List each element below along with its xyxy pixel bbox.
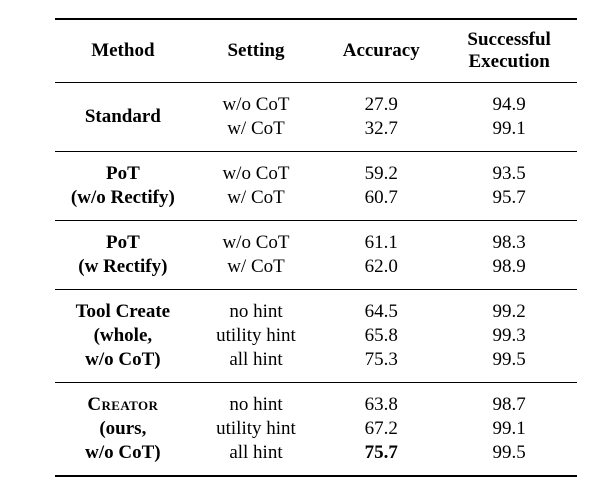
table-row: all hint 75.7 99.5 (55, 441, 577, 476)
header-method: Method (55, 19, 191, 83)
group-pot-wo-rectify: PoT (w/o Rectify) w/o CoT 59.2 93.5 w/ C… (55, 151, 577, 221)
setting-cell: no hint (229, 301, 283, 322)
execution-cell: 99.3 (492, 325, 526, 346)
group-standard: Standard w/o CoT 27.9 94.9 w/ CoT 32.7 9… (55, 82, 577, 152)
table-row: Creator (ours, w/o CoT) no hint 63.8 98.… (55, 383, 577, 463)
method-line: Creator (87, 394, 159, 415)
group-creator: Creator (ours, w/o CoT) no hint 63.8 98.… (55, 382, 577, 477)
table-header: Method Setting Accuracy Successful Execu… (55, 19, 577, 83)
setting-cell: w/ CoT (227, 118, 285, 139)
method-line: (w/o Rectify) (70, 187, 175, 208)
table-row: w/ CoT 32.7 99.1 (55, 117, 577, 152)
execution-cell: 99.1 (492, 418, 526, 439)
results-table: Method Setting Accuracy Successful Execu… (55, 18, 577, 477)
accuracy-cell: 60.7 (364, 187, 398, 208)
method-line: PoT (105, 232, 140, 253)
accuracy-cell: 59.2 (364, 163, 398, 184)
setting-cell: w/o CoT (222, 232, 290, 253)
header-execution: Successful Execution (441, 19, 577, 83)
execution-cell: 99.1 (492, 118, 526, 139)
method-cell: PoT (w/o Rectify) (55, 152, 191, 221)
execution-cell: 99.2 (492, 301, 526, 322)
table-row: PoT (w Rectify) w/o CoT 61.1 98.3 (55, 221, 577, 277)
execution-cell: 94.9 (492, 94, 526, 115)
execution-cell: 99.5 (492, 442, 526, 463)
table-row: Tool Create (whole, w/o CoT) no hint 64.… (55, 290, 577, 370)
execution-cell: 98.9 (492, 256, 526, 277)
table-row: Standard w/o CoT 27.9 94.9 (55, 83, 577, 127)
method-line: w/o CoT) (85, 442, 161, 463)
accuracy-cell: 61.1 (364, 232, 398, 253)
execution-cell: 98.7 (492, 394, 526, 415)
method-cell: Creator (ours, w/o CoT) (55, 383, 191, 477)
table-row: PoT (w/o Rectify) w/o CoT 59.2 93.5 (55, 152, 577, 208)
header-accuracy: Accuracy (321, 19, 442, 83)
accuracy-cell: 75.3 (364, 349, 398, 370)
setting-cell: w/o CoT (222, 163, 290, 184)
table-row: utility hint 65.8 99.3 (55, 324, 577, 348)
table-row: w/ CoT 62.0 98.9 (55, 255, 577, 290)
table-row: all hint 75.3 99.5 (55, 348, 577, 383)
execution-cell: 99.5 (492, 349, 526, 370)
method-line: Standard (84, 106, 161, 127)
results-table-wrapper: Method Setting Accuracy Successful Execu… (55, 18, 577, 477)
setting-cell: all hint (229, 349, 283, 370)
setting-cell: w/ CoT (227, 187, 285, 208)
accuracy-cell: 32.7 (364, 118, 398, 139)
setting-cell: all hint (229, 442, 283, 463)
method-line: w/o CoT) (85, 349, 161, 370)
setting-cell: w/ CoT (227, 256, 285, 277)
method-line: (ours, (99, 418, 147, 439)
method-line: (whole, (93, 325, 153, 346)
setting-cell: utility hint (216, 418, 296, 439)
accuracy-cell: 63.8 (364, 394, 398, 415)
setting-cell: w/o CoT (222, 94, 290, 115)
accuracy-cell: 62.0 (364, 256, 398, 277)
method-cell: Tool Create (whole, w/o CoT) (55, 290, 191, 383)
method-cell: PoT (w Rectify) (55, 221, 191, 290)
execution-cell: 95.7 (492, 187, 526, 208)
execution-cell: 93.5 (492, 163, 526, 184)
header-setting: Setting (190, 19, 322, 83)
method-cell: Standard (55, 83, 191, 152)
method-line: Tool Create (75, 301, 171, 322)
accuracy-cell: 27.9 (364, 94, 398, 115)
setting-cell: utility hint (216, 325, 296, 346)
table-row: utility hint 67.2 99.1 (55, 417, 577, 441)
accuracy-cell: 67.2 (364, 418, 398, 439)
header-row: Method Setting Accuracy Successful Execu… (55, 19, 577, 83)
setting-cell: no hint (229, 394, 283, 415)
accuracy-cell-best: 75.7 (364, 442, 398, 463)
accuracy-cell: 64.5 (364, 301, 398, 322)
group-tool-create: Tool Create (whole, w/o CoT) no hint 64.… (55, 289, 577, 383)
table-row: w/ CoT 60.7 95.7 (55, 186, 577, 221)
group-pot-w-rectify: PoT (w Rectify) w/o CoT 61.1 98.3 w/ CoT… (55, 220, 577, 290)
method-line: (w Rectify) (78, 256, 168, 277)
accuracy-cell: 65.8 (364, 325, 398, 346)
execution-cell: 98.3 (492, 232, 526, 253)
method-line: PoT (105, 163, 140, 184)
